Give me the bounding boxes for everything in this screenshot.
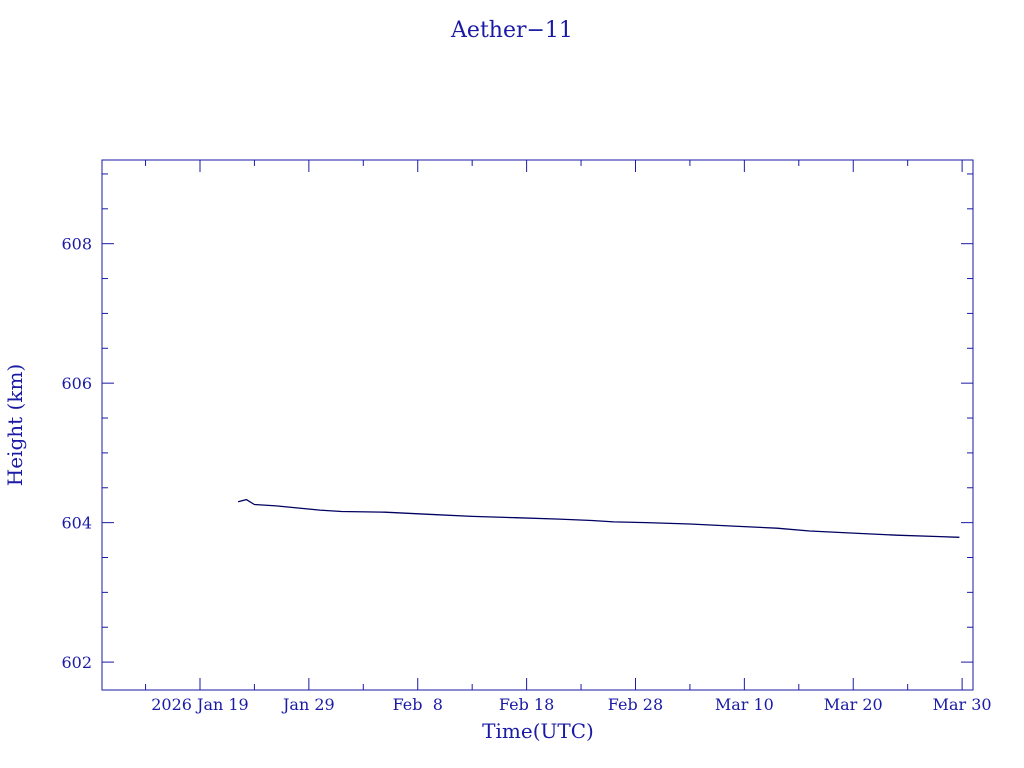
series-group — [237, 498, 960, 538]
plot-border — [101, 159, 974, 691]
y-axis-title: Height (km) — [3, 364, 27, 486]
x-axis-ticks — [145, 160, 963, 690]
x-tick-label: Mar 20 — [824, 695, 883, 714]
y-axis-ticks — [102, 173, 973, 663]
y-axis-tick-labels: 602 604 606 608 — [61, 235, 92, 672]
series-line-1 — [237, 498, 960, 538]
x-tick-label: Feb 8 — [393, 695, 443, 714]
plot-frame — [101, 159, 974, 691]
x-tick-label: Mar 10 — [715, 695, 774, 714]
x-tick-label: Mar 30 — [933, 695, 992, 714]
y-tick-label: 602 — [61, 653, 92, 672]
x-tick-label: Jan 29 — [281, 695, 335, 714]
chart-title: Aether−11 — [450, 18, 573, 43]
x-tick-label: 2026 Jan 19 — [151, 695, 249, 714]
x-tick-label: Feb 28 — [608, 695, 663, 714]
y-tick-label: 606 — [61, 374, 92, 393]
x-axis-title: Time(UTC) — [482, 719, 594, 743]
x-tick-label: Feb 18 — [499, 695, 554, 714]
y-tick-label: 608 — [61, 235, 92, 254]
x-axis-tick-labels: 2026 Jan 19 Jan 29 Feb 8 Feb 18 Feb 28 Mar 10… — [151, 695, 991, 714]
y-tick-label: 604 — [61, 514, 92, 533]
